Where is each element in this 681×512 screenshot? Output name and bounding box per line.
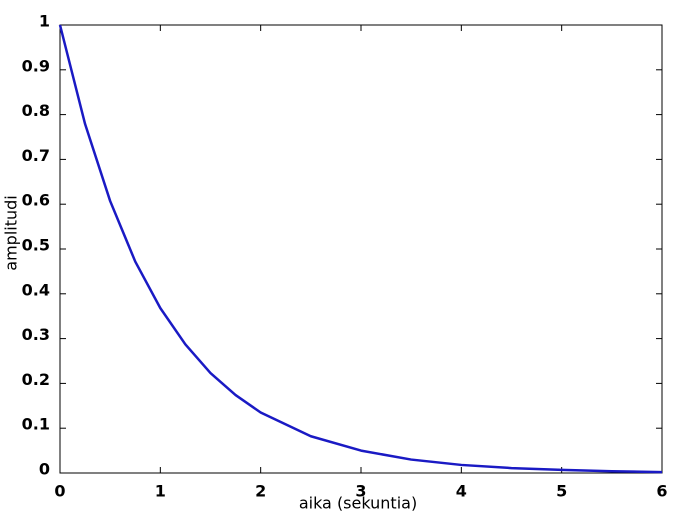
y-tick-label: 0.3 <box>22 325 50 344</box>
y-tick-label: 0.2 <box>22 370 50 389</box>
y-tick-label: 0 <box>39 460 50 479</box>
y-tick-label: 0.9 <box>22 56 50 75</box>
plot-frame <box>59 24 663 474</box>
x-tick-label: 5 <box>556 482 567 501</box>
y-tick-label: 0.8 <box>22 101 50 120</box>
y-axis-label: amplitudi <box>2 195 21 270</box>
y-tick-label: 0.5 <box>22 236 50 255</box>
data-line <box>58 24 663 474</box>
y-tick-label: 0.7 <box>22 146 50 165</box>
y-tick-label: 1 <box>39 12 50 31</box>
y-tick-label: 0.4 <box>22 280 50 299</box>
y-tick-label: 0.1 <box>22 415 50 434</box>
x-tick-label: 0 <box>54 482 65 501</box>
x-tick-label: 3 <box>355 482 366 501</box>
x-axis-label: aika (sekuntia) <box>299 494 417 512</box>
x-tick-label: 2 <box>255 482 266 501</box>
x-tick-label: 4 <box>456 482 467 501</box>
x-tick-label: 6 <box>656 482 667 501</box>
y-tick-label: 0.6 <box>22 191 50 210</box>
x-tick-label: 1 <box>155 482 166 501</box>
